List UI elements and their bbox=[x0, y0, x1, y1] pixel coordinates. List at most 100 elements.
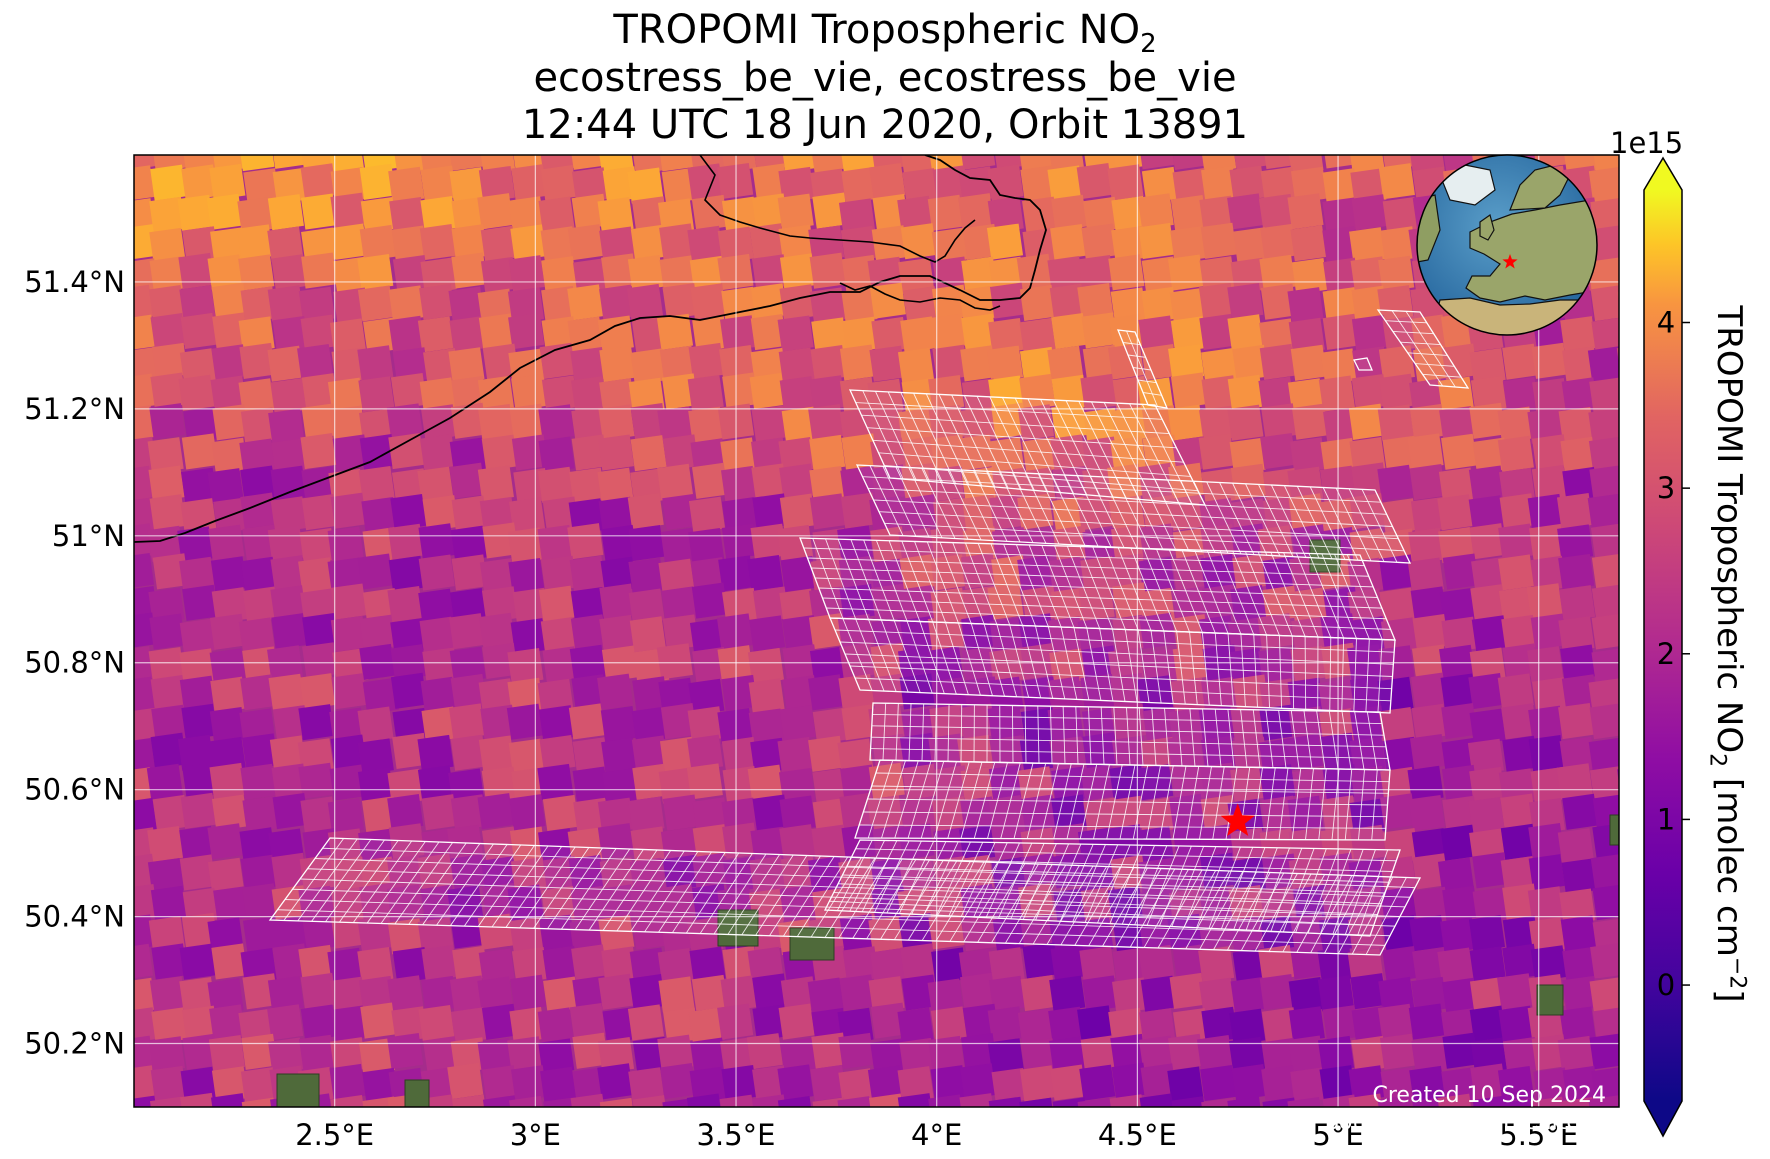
no2-pixel bbox=[450, 912, 487, 949]
lon-tick-label: 3°E bbox=[510, 1118, 561, 1152]
no2-pixel bbox=[1199, 195, 1236, 232]
no2-pixel bbox=[149, 613, 186, 650]
no2-pixel bbox=[417, 466, 454, 503]
no2-pixel bbox=[449, 462, 486, 499]
no2-pixel bbox=[1290, 1067, 1327, 1104]
lat-tick-label: 50.6°N bbox=[24, 773, 125, 807]
no2-pixel bbox=[778, 347, 815, 384]
no2-pixel bbox=[1169, 972, 1206, 1010]
no2-pixel bbox=[207, 857, 245, 894]
no2-pixel bbox=[1471, 615, 1508, 652]
no2-pixel bbox=[930, 587, 967, 624]
no2-pixel bbox=[777, 524, 814, 562]
no2-pixel bbox=[270, 555, 307, 592]
no2-pixel bbox=[179, 648, 216, 685]
no2-pixel bbox=[960, 796, 997, 833]
no2-pixel bbox=[1591, 613, 1619, 650]
no2-pixel bbox=[1141, 256, 1178, 293]
no2-pixel bbox=[210, 375, 247, 412]
no2-pixel bbox=[688, 406, 725, 443]
no2-pixel bbox=[134, 314, 156, 351]
no2-pixel bbox=[719, 315, 757, 352]
no2-pixel bbox=[1378, 345, 1415, 382]
no2-pixel bbox=[1139, 1008, 1176, 1045]
no2-pixel bbox=[1377, 1095, 1414, 1107]
no2-pixel bbox=[600, 524, 638, 562]
no2-pixel bbox=[180, 498, 217, 535]
no2-pixel bbox=[510, 618, 547, 655]
no2-pixel bbox=[1292, 767, 1329, 804]
no2-pixel bbox=[988, 1096, 1025, 1107]
no2-pixel bbox=[179, 825, 216, 862]
no2-pixel bbox=[1049, 283, 1086, 320]
no2-pixel bbox=[841, 704, 878, 741]
no2-pixel bbox=[870, 948, 907, 985]
no2-pixel bbox=[420, 676, 457, 713]
no2-pixel bbox=[301, 466, 338, 503]
no2-pixel bbox=[181, 433, 218, 470]
no2-pixel bbox=[598, 404, 635, 441]
no2-pixel bbox=[1020, 1038, 1057, 1075]
no2-pixel bbox=[780, 976, 817, 1013]
no2-pixel bbox=[300, 972, 337, 1010]
no2-pixel bbox=[1502, 735, 1539, 772]
no2-pixel bbox=[716, 613, 754, 650]
no2-pixel bbox=[451, 224, 488, 261]
no2-pixel bbox=[688, 496, 726, 533]
no2-pixel bbox=[1378, 255, 1415, 292]
no2-pixel bbox=[1437, 494, 1474, 531]
no2-pixel bbox=[540, 617, 577, 654]
no2-pixel bbox=[479, 612, 516, 649]
no2-pixel bbox=[209, 613, 247, 650]
no2-pixel bbox=[600, 556, 637, 593]
inset-globe bbox=[1416, 154, 1598, 336]
no2-pixel bbox=[1201, 1006, 1238, 1043]
no2-pixel bbox=[542, 794, 579, 832]
no2-pixel bbox=[1138, 944, 1175, 982]
no2-pixel bbox=[134, 797, 157, 834]
no2-pixel bbox=[780, 555, 817, 593]
no2-pixel bbox=[597, 197, 634, 234]
no2-pixel bbox=[1229, 165, 1266, 202]
no2-pixel bbox=[660, 1062, 697, 1100]
no2-pixel bbox=[631, 735, 668, 772]
no2-pixel bbox=[134, 914, 155, 951]
no2-pixel bbox=[1199, 405, 1236, 442]
no2-pixel bbox=[1588, 166, 1619, 203]
no2-pixel bbox=[657, 948, 694, 985]
ecostress-swaths bbox=[268, 309, 1470, 956]
no2-pixel bbox=[207, 823, 244, 860]
lat-tick-label: 51.2°N bbox=[24, 392, 125, 426]
no2-pixel bbox=[327, 797, 364, 835]
no2-pixel bbox=[271, 763, 308, 800]
no2-pixel bbox=[1590, 942, 1619, 979]
no2-pixel bbox=[538, 404, 575, 441]
no2-pixel bbox=[243, 168, 280, 205]
no2-pixel bbox=[752, 973, 789, 1010]
no2-pixel bbox=[541, 256, 578, 293]
no2-pixel bbox=[327, 828, 364, 865]
no2-pixel bbox=[451, 252, 488, 289]
no2-pixel bbox=[267, 645, 304, 682]
no2-pixel bbox=[1379, 1033, 1417, 1070]
rgb-patch bbox=[404, 1079, 430, 1107]
no2-pixel bbox=[570, 376, 608, 413]
no2-pixel bbox=[1169, 288, 1206, 325]
no2-pixel bbox=[539, 914, 576, 951]
no2-pixel bbox=[1290, 225, 1327, 262]
no2-pixel bbox=[1170, 316, 1207, 353]
no2-pixel bbox=[211, 155, 248, 173]
no2-pixel bbox=[1501, 614, 1538, 652]
no2-pixel bbox=[1560, 915, 1597, 952]
no2-pixel bbox=[148, 916, 185, 953]
no2-pixel bbox=[717, 708, 754, 745]
no2-pixel bbox=[299, 854, 336, 891]
no2-pixel bbox=[1167, 404, 1204, 441]
no2-pixel bbox=[1317, 975, 1354, 1012]
no2-pixel bbox=[477, 913, 514, 950]
colorbar-label-main: TROPOMI Tropospheric NO bbox=[1709, 305, 1750, 754]
no2-pixel bbox=[1472, 1095, 1509, 1107]
no2-pixel bbox=[418, 523, 455, 560]
no2-pixel bbox=[1379, 373, 1416, 410]
lon-axis: 2.5°E 3°E 3.5°E 4°E 4.5°E 5°E 5.5°E bbox=[295, 1118, 1578, 1152]
